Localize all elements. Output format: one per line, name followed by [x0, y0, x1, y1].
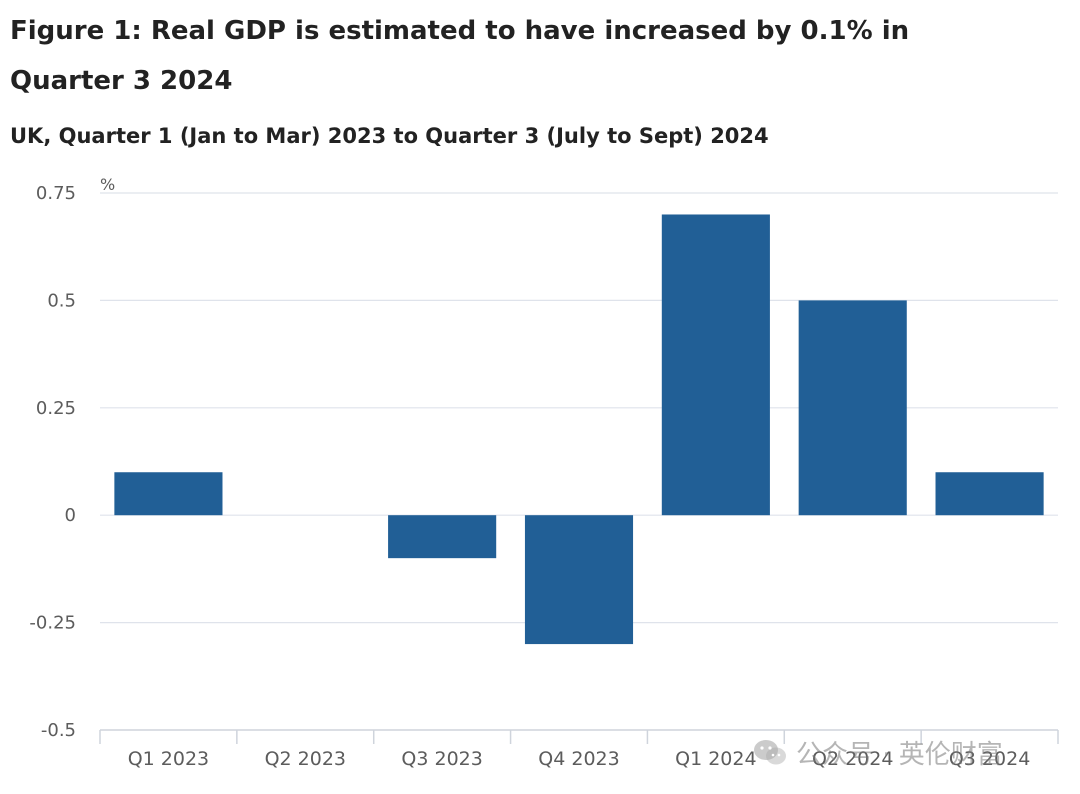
y-tick-label: 0: [65, 505, 76, 526]
x-tick-label: Q1 2023: [128, 748, 209, 770]
bar-q2-2024: [798, 300, 907, 516]
bar-q4-2023: [524, 515, 634, 645]
x-tick-label: Q4 2023: [538, 748, 619, 770]
watermark-text: 公众号 · 英伦财富: [796, 740, 1003, 770]
bar-q1-2024: [661, 214, 770, 516]
y-axis-tick-labels: 0.75 0.5 0.25 0 -0.25 -0.5: [29, 183, 76, 741]
x-tick-label: Q2 2023: [265, 748, 346, 770]
bar-q1-2023: [114, 472, 223, 516]
chart-title: Figure 1: Real GDP is estimated to have …: [10, 16, 910, 96]
y-tick-label: -0.5: [41, 720, 76, 741]
x-axis: Q1 2023 Q2 2023 Q3 2023 Q4 2023 Q1 2024 Q2 20…: [99, 729, 1059, 770]
y-tick-label: -0.25: [29, 613, 76, 634]
y-tick-label: 0.75: [36, 183, 76, 204]
x-tick-label: Q1 2024: [675, 748, 756, 770]
x-tick-label: Q3 2023: [401, 748, 482, 770]
y-axis-unit-label: %: [100, 175, 115, 194]
chart-subtitle: UK, Quarter 1 (Jan to Mar) 2023 to Quart…: [10, 124, 769, 148]
bar-q3-2024: [935, 472, 1044, 516]
y-tick-label: 0.25: [36, 398, 76, 419]
x-tick-label: Q3 2024: [949, 748, 1030, 770]
x-tick-label: Q2 2024: [812, 748, 893, 770]
bar-q3-2023: [388, 515, 497, 559]
bars: [114, 214, 1044, 645]
wechat-icon: [754, 739, 786, 764]
watermark: 公众号 · 英伦财富: [752, 734, 1003, 771]
y-tick-label: 0.5: [47, 290, 76, 311]
